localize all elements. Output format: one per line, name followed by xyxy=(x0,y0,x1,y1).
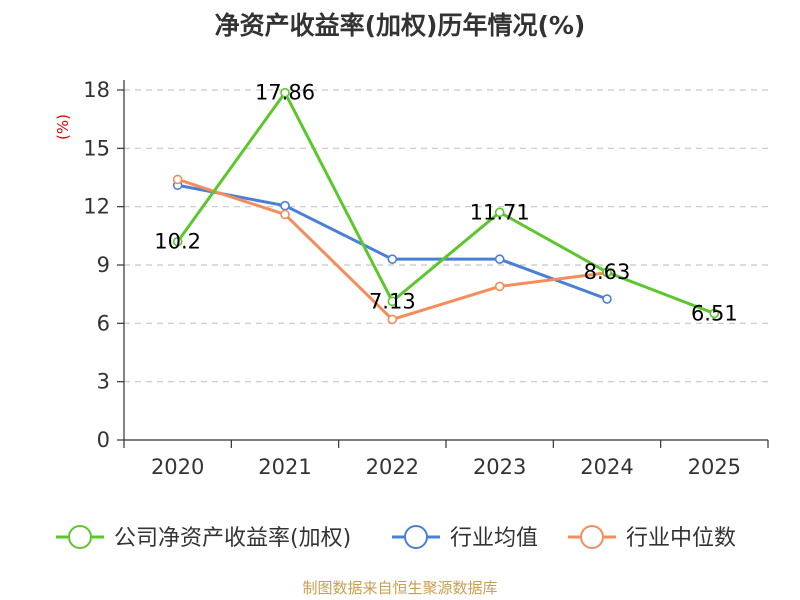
legend-label: 行业均值 xyxy=(450,526,538,551)
y-tick-label: 12 xyxy=(83,195,110,219)
y-ticks: 0 3 6 9 12 15 18 xyxy=(83,78,124,452)
data-point xyxy=(387,296,398,307)
series-2 xyxy=(172,174,612,325)
data-label: 10.2 xyxy=(154,230,201,254)
y-tick-label: 9 xyxy=(97,253,110,277)
series-line-0 xyxy=(176,91,715,315)
y-tick-label: 3 xyxy=(97,370,110,394)
legend-marker-icon xyxy=(404,525,428,549)
data-point xyxy=(172,174,183,185)
x-ticks: 2020 2021 2022 2023 2024 2025 xyxy=(123,440,769,479)
legend[interactable]: 公司净资产收益率(加权) 行业均值 行业中位数 xyxy=(56,525,736,551)
data-point xyxy=(494,207,505,218)
data-point xyxy=(494,281,505,292)
series-1 xyxy=(172,180,612,304)
data-point xyxy=(280,87,290,98)
data-point xyxy=(602,267,612,277)
data-point xyxy=(280,209,290,220)
data-point xyxy=(602,294,612,304)
series-0 xyxy=(172,87,720,319)
x-tick-label: 2024 xyxy=(580,455,633,479)
y-tick-label: 15 xyxy=(83,136,110,160)
legend-item-2[interactable]: 行业中位数 xyxy=(568,525,736,551)
data-label: 7.13 xyxy=(369,289,416,313)
data-label: 17.86 xyxy=(255,81,315,105)
data-label: 6.51 xyxy=(691,301,738,325)
y-tick-label: 0 xyxy=(97,428,110,452)
data-point xyxy=(494,254,505,264)
legend-marker-icon xyxy=(68,525,92,549)
legend-item-1[interactable]: 行业均值 xyxy=(392,525,538,551)
x-tick-label: 2020 xyxy=(151,455,204,479)
legend-marker-icon xyxy=(580,525,604,549)
data-label: 11.71 xyxy=(470,200,530,224)
source-note: 制图数据来自恒生聚源数据库 xyxy=(302,579,497,597)
y-tick-label: 6 xyxy=(97,311,110,335)
chart-title: 净资产收益率(加权)历年情况(%) xyxy=(215,11,586,40)
legend-label: 公司净资产收益率(加权) xyxy=(114,526,351,551)
data-labels: 10.2 17.86 7.13 11.71 8.63 6.51 xyxy=(154,81,737,326)
x-tick-label: 2022 xyxy=(366,455,419,479)
data-point xyxy=(172,236,183,247)
data-point xyxy=(280,200,290,211)
legend-item-0[interactable]: 公司净资产收益率(加权) xyxy=(56,525,351,551)
legend-label: 行业中位数 xyxy=(626,526,736,551)
series-group xyxy=(172,87,720,325)
data-label: 8.63 xyxy=(584,260,631,284)
y-tick-label: 18 xyxy=(83,78,110,102)
x-tick-label: 2025 xyxy=(688,455,741,479)
grid-lines xyxy=(124,89,768,383)
data-point xyxy=(709,308,720,319)
x-tick-label: 2023 xyxy=(473,455,526,479)
data-point xyxy=(387,314,398,325)
data-point xyxy=(387,254,398,264)
y-axis-label: (%) xyxy=(54,114,72,140)
x-tick-label: 2021 xyxy=(258,455,311,479)
